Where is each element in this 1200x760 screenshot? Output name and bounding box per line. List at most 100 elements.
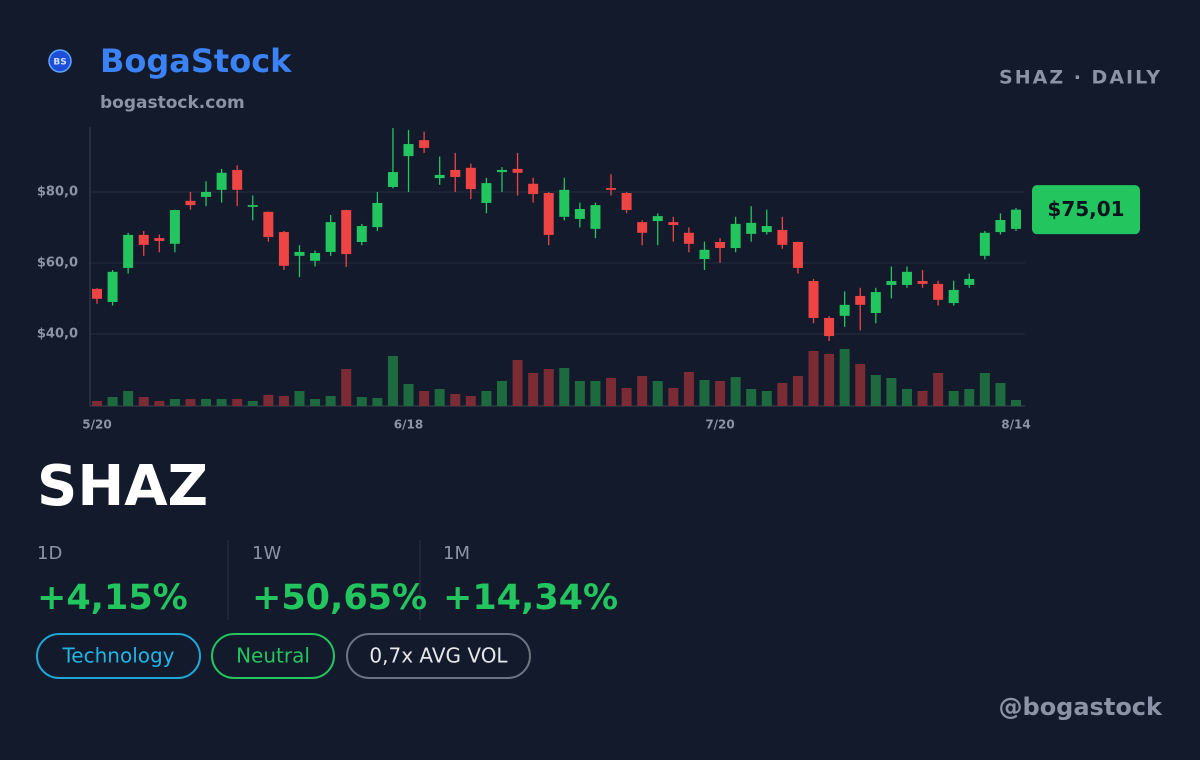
candle-body: [886, 281, 897, 285]
volume-bar: [450, 394, 461, 406]
volume-bar: [964, 389, 975, 406]
stat-value: +14,34%: [443, 578, 618, 618]
volume-bar: [652, 381, 663, 406]
price-badge: [1032, 185, 1140, 235]
volume-bar: [201, 399, 212, 406]
volume-bar: [356, 397, 367, 406]
volume-bar: [543, 369, 554, 406]
candle-body: [668, 222, 679, 225]
ticker: SHAZ: [37, 454, 208, 519]
candle-body: [590, 205, 601, 229]
candle-body: [715, 242, 726, 249]
candle-body: [356, 226, 367, 243]
volume-bar: [715, 381, 726, 406]
candle-body: [730, 223, 741, 249]
tag: [346, 633, 531, 679]
volume-bar: [668, 388, 679, 406]
candle-body: [496, 169, 507, 173]
chart-label: SHAZ · DAILY: [999, 67, 1162, 89]
candle-body: [434, 174, 445, 179]
candle-body: [574, 208, 585, 219]
tag-text: 0,7x AVG VOL: [369, 644, 508, 668]
volume-bar: [637, 376, 648, 406]
volume-bar: [154, 401, 165, 406]
candle-body: [839, 304, 850, 316]
x-tick-label: 8/14: [1001, 418, 1030, 432]
candle-body: [528, 183, 539, 195]
candle-body: [699, 249, 710, 260]
chart: $40,0 $60,0 $80,0 5/20 6/18 7/20 8/14 $75,01: [37, 127, 1140, 432]
candle-body: [808, 281, 819, 318]
logo: [48, 49, 72, 73]
volume-bar: [621, 388, 632, 406]
stat-value: +50,65%: [252, 578, 427, 618]
y-tick-label: $60,0: [37, 255, 78, 270]
tag: [211, 633, 335, 679]
candle-body: [870, 292, 881, 313]
volume-bar: [528, 373, 539, 406]
volume-bar: [901, 389, 912, 406]
candle-body: [824, 317, 835, 337]
x-tick-label: 5/20: [82, 418, 111, 432]
candle-body: [637, 222, 648, 233]
volume-bar: [761, 391, 772, 406]
candle-body: [652, 216, 663, 222]
volume-bar: [870, 375, 881, 406]
volume-bar: [933, 373, 944, 406]
volume-bar: [886, 378, 897, 406]
candle-body: [933, 283, 944, 300]
candle-body: [855, 295, 866, 305]
volume-bar: [123, 391, 134, 406]
volume-bar: [107, 397, 118, 406]
candle-body: [901, 271, 912, 285]
y-tick-label: $80,0: [37, 184, 78, 199]
candle-body: [465, 167, 476, 190]
volume-bar: [1011, 400, 1021, 406]
volume-bar: [746, 389, 757, 406]
candle-body: [372, 202, 383, 228]
price-badge-text: $75,01: [1047, 197, 1124, 221]
volume-bar: [294, 391, 305, 406]
candle-body: [232, 169, 243, 190]
candle-body: [138, 234, 149, 245]
candle-body: [1011, 209, 1021, 229]
candle-body: [169, 210, 180, 244]
candle-body: [341, 210, 352, 255]
candle-body: [543, 193, 554, 235]
volume-bar: [917, 391, 928, 406]
candle-body: [325, 222, 336, 252]
volume-bar: [512, 360, 523, 406]
candle-body: [917, 281, 928, 284]
volume-bar: [559, 368, 570, 406]
volume-bar: [496, 381, 507, 406]
candle-body: [123, 234, 134, 268]
volume-bar: [387, 356, 398, 406]
candle-body: [995, 220, 1006, 233]
volume-bar: [730, 377, 741, 406]
candle-body: [792, 242, 803, 268]
volume-bar: [606, 378, 617, 406]
candle-body: [948, 289, 959, 304]
volume-bar: [403, 384, 414, 406]
logo-text: BS: [53, 58, 66, 68]
candle-body: [761, 226, 772, 233]
candle-body: [154, 238, 165, 241]
volume-bar: [839, 349, 850, 406]
volume-bar: [372, 398, 383, 406]
stat-label: 1W: [252, 543, 281, 564]
candle-body: [419, 140, 430, 148]
volume-bar: [948, 391, 959, 406]
volume-bar: [590, 381, 601, 406]
volume-bar: [481, 391, 492, 406]
candle-body: [201, 191, 212, 197]
volume-bar: [824, 354, 835, 406]
volume-bar: [574, 381, 585, 406]
site: bogastock.com: [100, 93, 245, 113]
volume-bar: [247, 401, 258, 406]
volume-bar: [808, 351, 819, 406]
candle-body: [278, 232, 289, 266]
volume-bar: [216, 399, 227, 406]
tag-text: Technology: [61, 644, 174, 668]
candle-body: [403, 144, 414, 157]
